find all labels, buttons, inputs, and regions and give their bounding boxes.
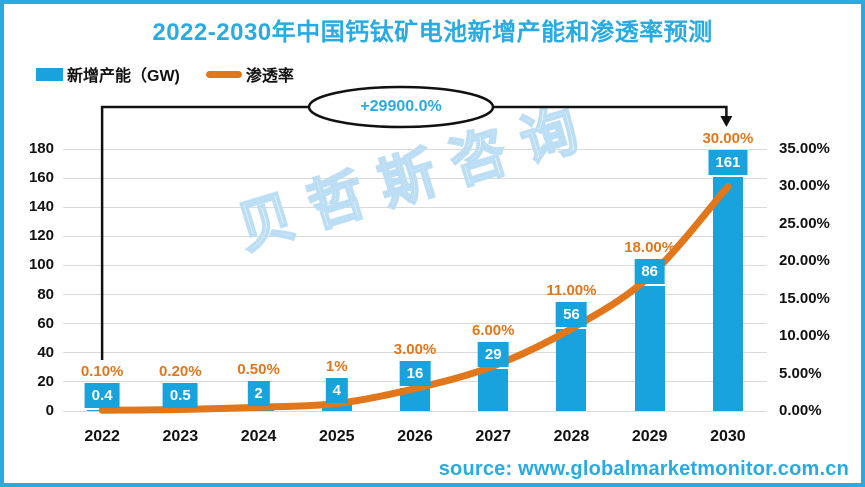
gridline bbox=[63, 264, 767, 266]
x-axis-label: 2023 bbox=[162, 428, 199, 445]
bar-value-label: 0.5 bbox=[162, 383, 198, 408]
gridline bbox=[63, 323, 767, 325]
source-credit: source: www.globalmarketmonitor.com.cn bbox=[438, 458, 849, 480]
x-axis-label: 2024 bbox=[240, 428, 277, 445]
gridline bbox=[63, 294, 767, 296]
gridline bbox=[63, 177, 767, 179]
y-axis-left-tick-label: 120 bbox=[28, 227, 54, 245]
bar-value-label: 16 bbox=[399, 360, 431, 386]
legend-item-label: 渗透率 bbox=[245, 68, 294, 85]
penetration-point-label: 11.00% bbox=[546, 282, 597, 300]
bar bbox=[321, 405, 352, 411]
y-axis-right-tick-label: 20.00% bbox=[779, 252, 830, 270]
legend-item-penetration: 渗透率 bbox=[205, 62, 294, 86]
x-axis-label: 2027 bbox=[475, 428, 512, 445]
bar-value-label: 56 bbox=[556, 302, 587, 328]
y-axis-left-tick-label: 40 bbox=[37, 343, 54, 361]
x-axis-label: 2026 bbox=[397, 428, 433, 445]
y-axis-right-tick-label: 30.00% bbox=[779, 177, 830, 195]
y-axis-left-tick-label: 80 bbox=[37, 285, 54, 303]
bar-value-label: 29 bbox=[477, 341, 509, 367]
arrowhead-icon bbox=[720, 116, 733, 127]
growth-annotation-ellipse bbox=[307, 85, 495, 129]
growth-arrow bbox=[100, 105, 733, 360]
y-axis-left-tick-label: 0 bbox=[45, 402, 54, 419]
bar-swatch-icon bbox=[36, 67, 63, 81]
penetration-point-label: 18.00% bbox=[624, 238, 676, 256]
x-axis-label: 2022 bbox=[84, 428, 120, 445]
y-axis-left-tick-label: 60 bbox=[37, 314, 54, 332]
penetration-point-label: 0.10% bbox=[80, 363, 124, 380]
gridline bbox=[63, 352, 767, 354]
growth-annotation-label: +29900.0% bbox=[360, 98, 442, 115]
legend-item-capacity: 新增产能（GW) bbox=[36, 62, 180, 86]
x-axis-label: 2030 bbox=[710, 428, 746, 445]
y-axis-right-tick-label: 35.00% bbox=[779, 140, 830, 157]
bar-value-label: 2 bbox=[247, 381, 270, 407]
gridline bbox=[63, 148, 767, 150]
y-axis-right-tick-label: 15.00% bbox=[779, 289, 830, 307]
penetration-point-label: 6.00% bbox=[471, 321, 515, 339]
bar-value-label: 161 bbox=[708, 149, 748, 175]
bar bbox=[478, 368, 509, 411]
gridline bbox=[63, 410, 767, 412]
y-axis-right-tick-label: 25.00% bbox=[779, 214, 830, 232]
line-swatch-icon bbox=[205, 70, 242, 78]
penetration-point-label: 0.50% bbox=[237, 361, 280, 379]
y-axis-right-tick-label: 10.00% bbox=[779, 327, 830, 345]
bar-value-label: 4 bbox=[325, 378, 348, 404]
bar-value-label: 86 bbox=[634, 258, 665, 284]
y-axis-left-tick-label: 20 bbox=[37, 372, 54, 390]
bar bbox=[634, 285, 665, 411]
penetration-point-label: 0.20% bbox=[159, 363, 202, 380]
gridline bbox=[63, 206, 767, 208]
x-axis-label: 2028 bbox=[553, 428, 590, 445]
y-axis-left-tick-label: 180 bbox=[28, 140, 54, 157]
gridline bbox=[63, 235, 767, 237]
bar bbox=[556, 329, 587, 411]
penetration-line bbox=[98, 182, 732, 414]
x-axis-label: 2025 bbox=[318, 428, 355, 445]
legend-item-label: 新增产能（GW) bbox=[67, 68, 180, 85]
y-axis-right-tick-label: 0.00% bbox=[779, 402, 822, 419]
x-axis-label: 2029 bbox=[631, 428, 668, 445]
y-axis-right-tick-label: 5.00% bbox=[779, 364, 822, 382]
y-axis-left-tick-label: 160 bbox=[28, 169, 54, 187]
bar-value-label: 0.4 bbox=[84, 383, 120, 408]
penetration-point-label: 30.00% bbox=[702, 129, 754, 147]
penetration-point-label: 1% bbox=[325, 358, 348, 376]
page-title: 2022-2030年中国钙钛矿电池新增产能和渗透率预测 bbox=[152, 19, 713, 46]
penetration-point-label: 3.00% bbox=[393, 340, 437, 358]
y-axis-left-tick-label: 140 bbox=[28, 198, 54, 216]
y-axis-left-tick-label: 100 bbox=[28, 256, 54, 274]
legend: 新增产能（GW) 渗透率 bbox=[36, 62, 294, 86]
bar bbox=[712, 176, 743, 411]
